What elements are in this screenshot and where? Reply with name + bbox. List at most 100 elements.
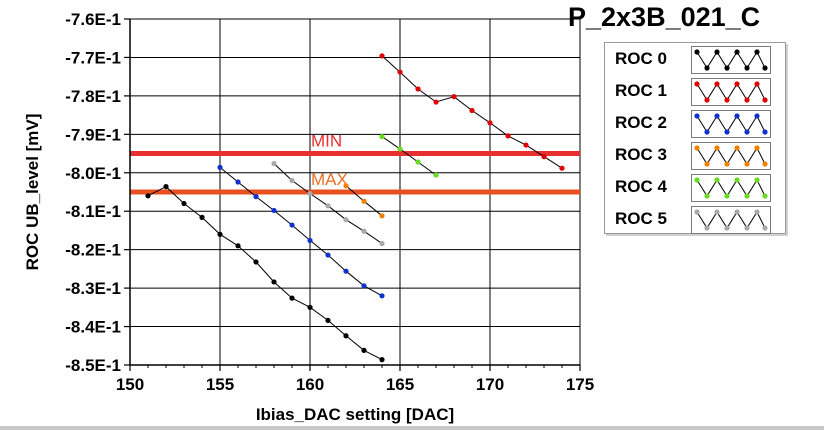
legend-marker [744, 65, 750, 71]
legend-marker [744, 129, 750, 135]
y-tick-label: -8.1E-1 [65, 202, 121, 221]
legend-item: ROC 2 [605, 107, 785, 139]
series-line-roc-4 [381, 136, 437, 176]
x-tick-label: 160 [296, 375, 324, 394]
data-point [271, 279, 277, 285]
legend-marker [762, 225, 768, 231]
legend-marker [714, 145, 720, 151]
y-tick-label: -7.8E-1 [65, 87, 121, 106]
data-point [415, 159, 421, 165]
data-point [199, 214, 205, 220]
legend-marker [754, 145, 760, 151]
data-point [541, 154, 547, 160]
legend-marker [754, 81, 760, 87]
data-point [271, 207, 277, 214]
legend-marker [704, 161, 710, 167]
legend-marker [744, 225, 750, 231]
legend-marker [694, 145, 700, 151]
y-tick-label: -7.6E-1 [65, 10, 121, 29]
data-point [307, 304, 313, 310]
x-tick-label: 165 [386, 375, 414, 394]
legend-marker [704, 97, 710, 103]
data-point [343, 217, 349, 223]
x-tick-label: 150 [116, 375, 144, 394]
legend-swatch-graphic [694, 81, 768, 103]
x-tick-label: 175 [566, 375, 594, 394]
data-point [433, 172, 439, 178]
data-point [397, 69, 403, 75]
data-point [361, 228, 367, 234]
legend-marker [762, 161, 768, 167]
legend-label: ROC 4 [615, 177, 667, 196]
legend-swatch-graphic [694, 209, 768, 231]
data-point [271, 160, 277, 167]
y-tick-label: -7.9E-1 [65, 125, 121, 144]
data-point [343, 183, 349, 189]
legend-marker [694, 113, 700, 119]
legend-marker [704, 65, 710, 71]
data-point [307, 190, 313, 197]
legend-marker [734, 177, 740, 183]
legend-item: ROC 5 [605, 203, 785, 235]
legend-swatch-graphic [694, 113, 768, 135]
legend-marker [704, 193, 710, 199]
legend-marker [724, 129, 730, 135]
y-axis-title: ROC UB_level [mV] [23, 114, 42, 271]
reference-label-min: MIN [311, 132, 342, 151]
legend-line [696, 50, 766, 69]
legend-marker [744, 193, 750, 199]
legend-swatch [691, 46, 771, 74]
legend-marker [694, 81, 700, 87]
legend-swatch-graphic [694, 49, 768, 71]
legend-label: ROC 0 [615, 49, 667, 68]
series-line-roc-2 [219, 167, 383, 297]
y-tick-label: -8.5E-1 [65, 356, 121, 375]
data-point [415, 86, 421, 92]
legend-line [696, 114, 766, 133]
legend-marker [754, 49, 760, 55]
data-point [325, 252, 331, 258]
data-point [217, 164, 223, 170]
data-point [487, 120, 493, 126]
legend-marker [694, 209, 700, 215]
legend-marker [714, 113, 720, 119]
legend-item: ROC 0 [605, 43, 785, 75]
data-point [451, 94, 457, 100]
legend-marker [714, 49, 720, 55]
legend-marker [734, 49, 740, 55]
y-tick-label: -8.3E-1 [65, 279, 121, 298]
legend-swatch-graphic [694, 177, 768, 199]
legend-marker [754, 177, 760, 183]
data-point [379, 134, 385, 140]
data-point [289, 295, 295, 301]
legend-marker [762, 193, 768, 199]
series-line-roc-0 [147, 185, 383, 361]
plot-title: P_2x3B_021_C [568, 2, 761, 32]
data-point [343, 268, 349, 274]
data-point [361, 198, 367, 204]
legend-label: ROC 5 [615, 209, 667, 228]
legend-marker [762, 65, 768, 71]
x-tick-label: 170 [476, 375, 504, 394]
legend-swatch [691, 110, 771, 138]
data-point [397, 146, 403, 152]
legend-marker [744, 97, 750, 103]
data-point [307, 237, 313, 244]
data-point [145, 193, 151, 199]
legend-marker [704, 129, 710, 135]
legend-marker [724, 161, 730, 167]
data-point [181, 200, 187, 207]
data-point [217, 231, 223, 237]
data-point [163, 184, 169, 190]
legend-marker [714, 177, 720, 183]
legend-marker [724, 97, 730, 103]
data-point [523, 142, 529, 148]
data-point [325, 203, 331, 209]
legend-marker [694, 49, 700, 55]
legend: ROC 0 ROC 1 ROC 2 ROC 3 ROC 4 ROC 5 [604, 42, 786, 234]
legend-marker [754, 209, 760, 215]
legend-marker [714, 209, 720, 215]
data-point [379, 53, 385, 59]
data-point [235, 179, 241, 185]
